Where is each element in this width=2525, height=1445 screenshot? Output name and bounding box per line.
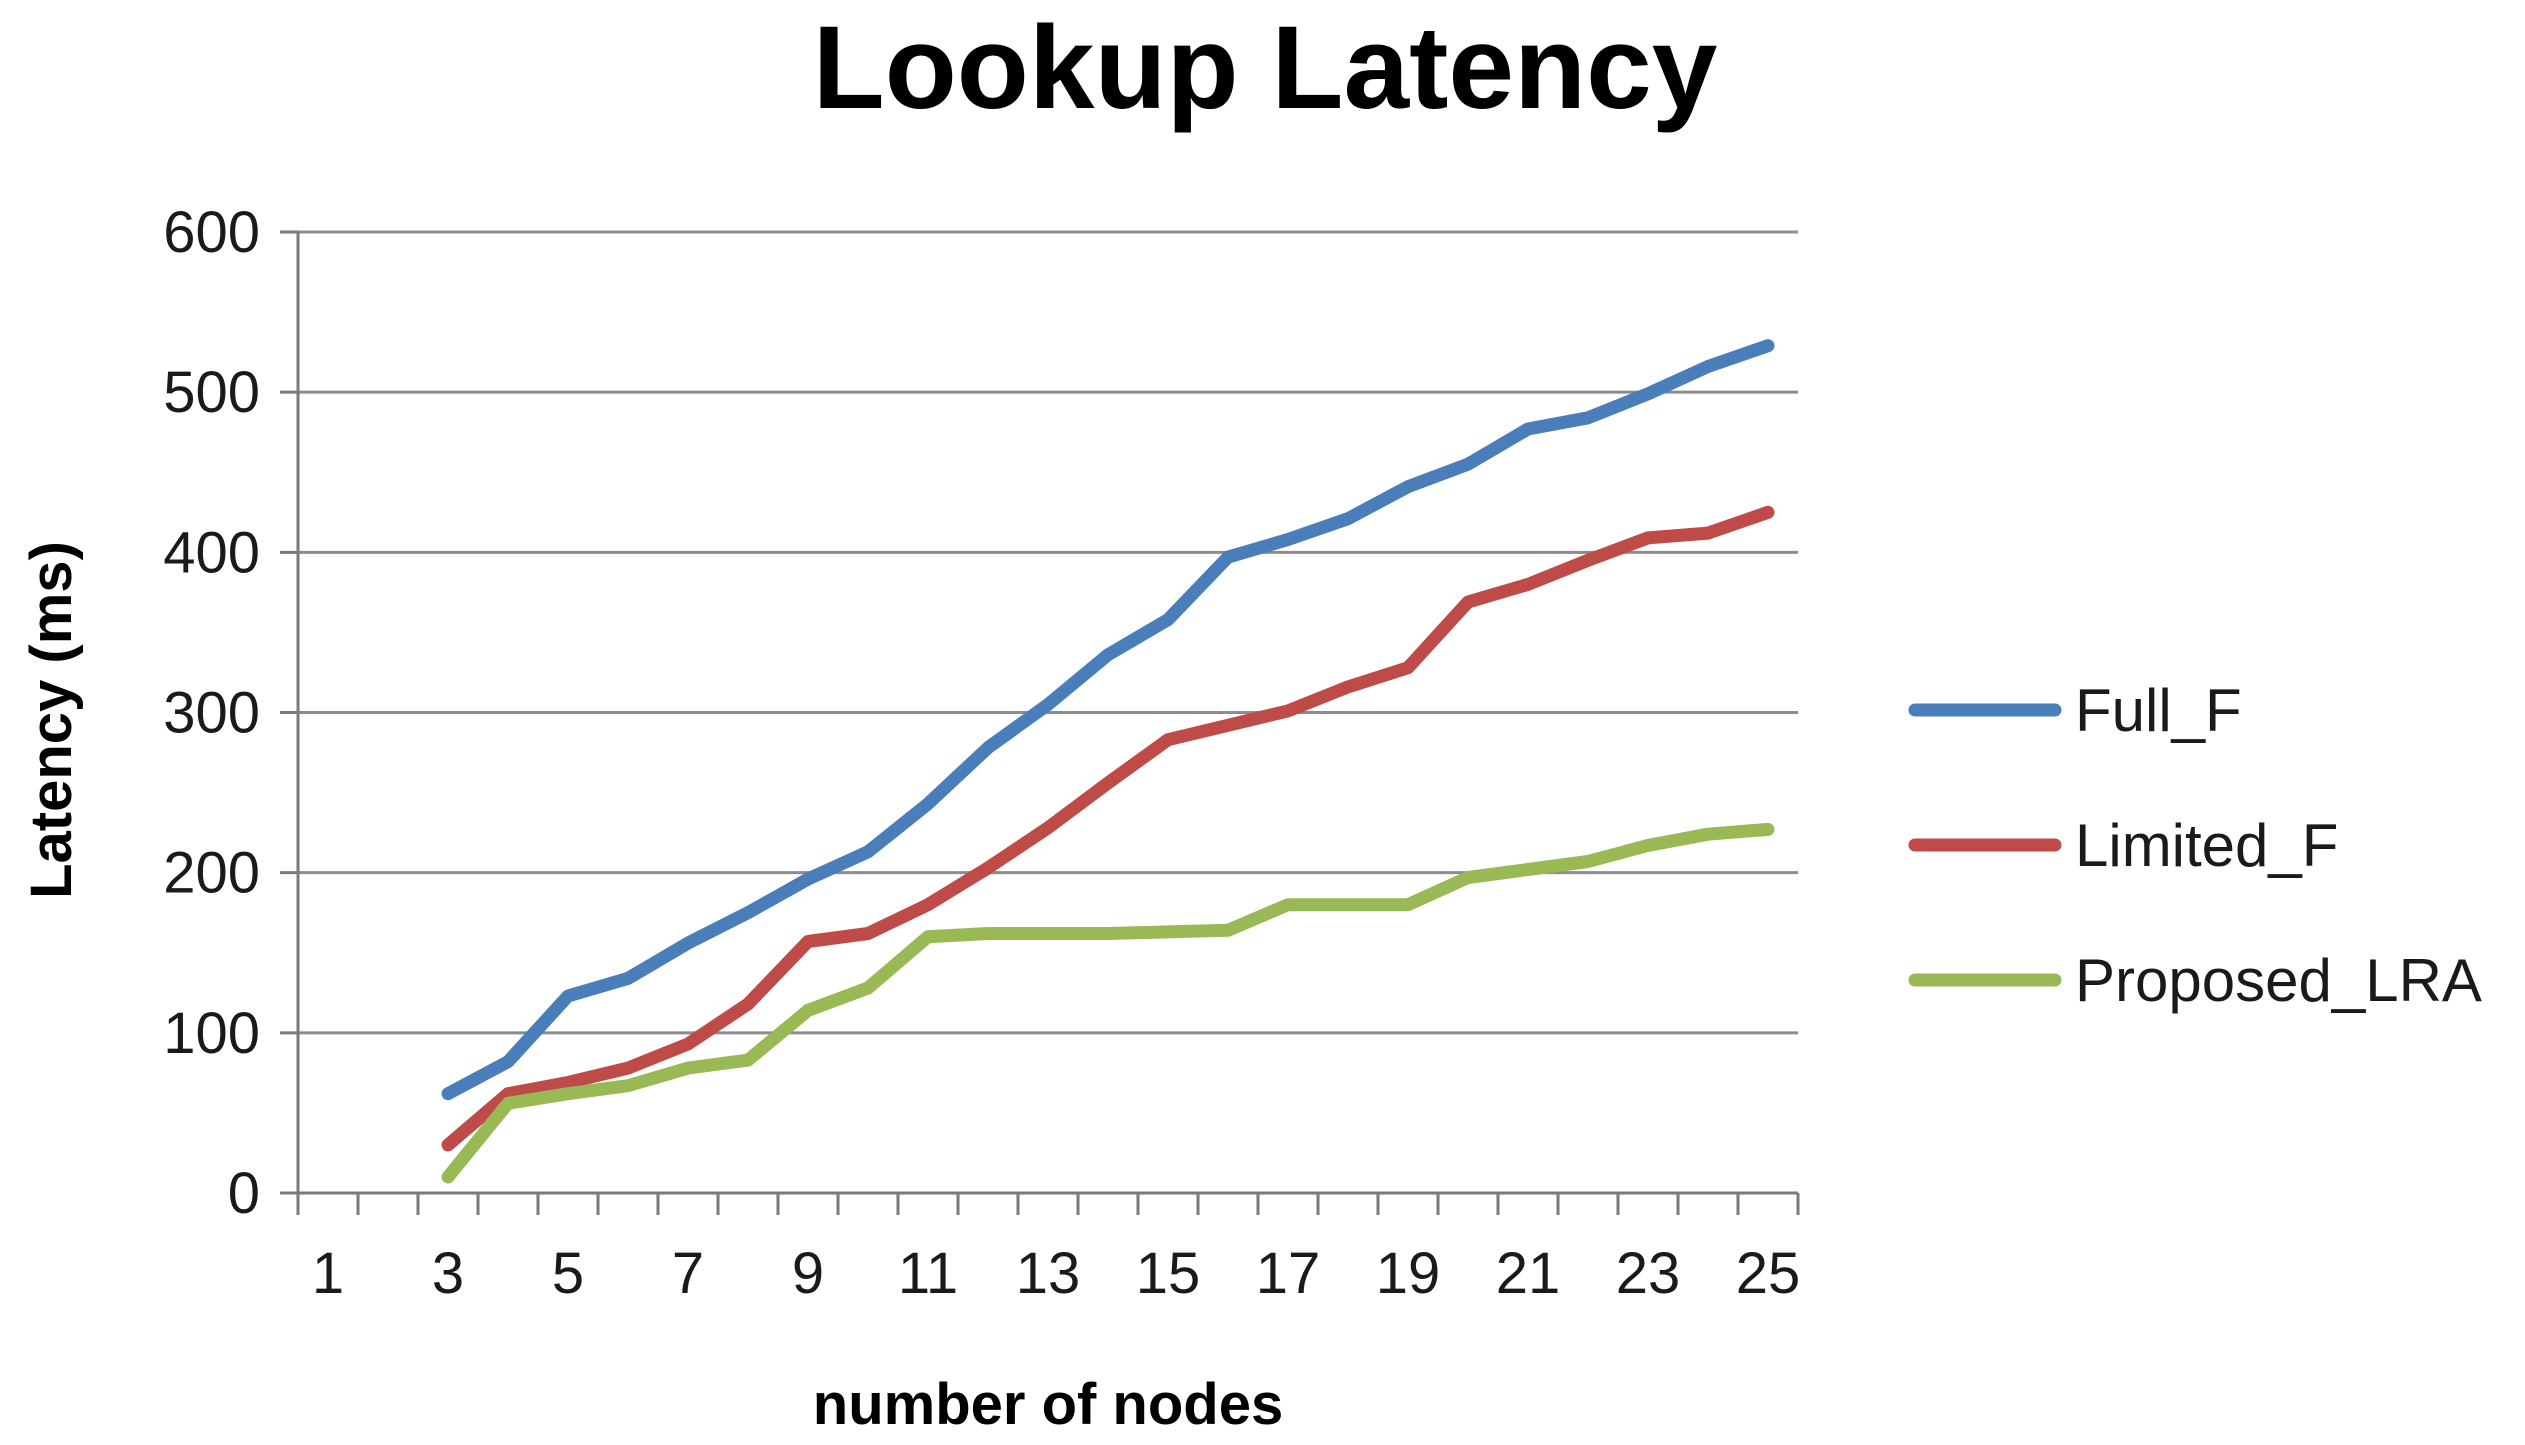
x-tick-label: 17: [1256, 1241, 1321, 1306]
y-tick-label: 500: [163, 360, 260, 425]
x-tick-label: 7: [672, 1241, 704, 1306]
legend-label: Limited_F: [2075, 812, 2338, 879]
x-tick-label: 1: [312, 1241, 344, 1306]
y-tick-label: 200: [163, 841, 260, 906]
gridlines: [298, 230, 1798, 1035]
series-line-proposed-lra: [441, 822, 1775, 1184]
y-tick-label: 400: [163, 520, 260, 585]
x-tick-label: 3: [432, 1241, 464, 1306]
legend-label: Full_F: [2075, 677, 2242, 744]
x-tick-label: 15: [1136, 1241, 1201, 1306]
x-tick-label: 23: [1616, 1241, 1681, 1306]
x-axis-ticks: 1 3 5 7 9 11 13 15 17 19 21 23 25: [296, 1193, 1801, 1306]
legend-label: Proposed_LRA: [2075, 947, 2482, 1014]
y-axis-ticks: 0 100 200 300 400 500 600: [163, 200, 298, 1226]
y-tick-label: 300: [163, 681, 260, 746]
y-tick-label: 600: [163, 200, 260, 265]
series-lines: [441, 339, 1775, 1184]
y-tick-label: 100: [163, 1001, 260, 1066]
x-tick-label: 9: [792, 1241, 824, 1306]
x-tick-label: 25: [1736, 1241, 1801, 1306]
x-axis-title: number of nodes: [813, 1372, 1283, 1437]
x-tick-label: 5: [552, 1241, 584, 1306]
chart-title: Lookup Latency: [813, 2, 1718, 134]
series-line-full-f: [441, 339, 1775, 1101]
x-tick-label: 13: [1016, 1241, 1081, 1306]
legend: Full_F Limited_F Proposed_LRA: [1908, 677, 2482, 1014]
y-axis-title: Latency (ms): [19, 541, 84, 899]
x-tick-label: 11: [898, 1241, 958, 1306]
x-tick-label: 21: [1496, 1241, 1561, 1306]
x-tick-label: 19: [1376, 1241, 1441, 1306]
series-line-limited-f: [441, 505, 1775, 1152]
y-tick-label: 0: [228, 1161, 260, 1226]
